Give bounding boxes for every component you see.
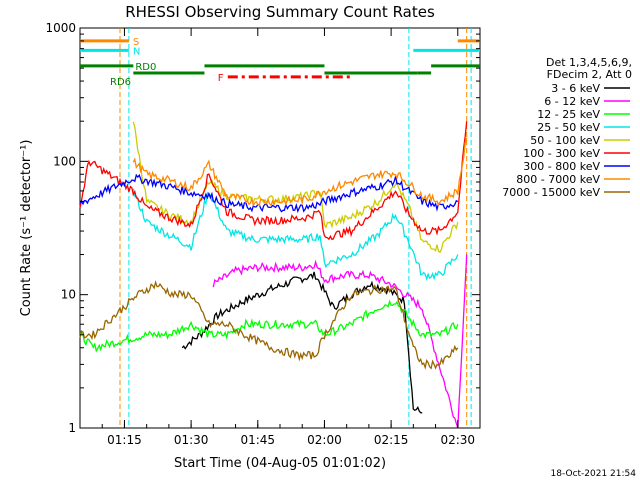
y-tick-label: 10 [61, 288, 76, 302]
x-axis: 01:15 01:30 01:45 02:00 02:15 02:30 [101, 28, 481, 447]
y-axis: 1 10 100 1000 [45, 21, 480, 435]
y-tick-label: 1 [68, 421, 76, 435]
x-tick-label: 02:15 [374, 433, 409, 447]
x-tick-label: 02:00 [307, 433, 342, 447]
mode-bar-label: N [133, 46, 140, 57]
x-axis-label: Start Time (04-Aug-05 01:01:02) [174, 456, 386, 471]
legend-label: 12 - 25 keV [537, 108, 600, 121]
legend-label: 6 - 12 keV [544, 95, 600, 108]
legend-label: 300 - 800 keV [523, 160, 600, 173]
legend-header-1: Det 1,3,4,5,6,9, [546, 56, 632, 69]
y-axis-label: Count Rate (s⁻¹ detector⁻¹) [19, 140, 34, 317]
legend-label: 25 - 50 keV [537, 121, 600, 134]
y-tick-label: 1000 [45, 21, 76, 35]
x-tick-label: 01:45 [240, 433, 275, 447]
x-tick-label: 01:30 [174, 433, 209, 447]
x-tick-label: 01:15 [107, 433, 142, 447]
legend-label: 7000 - 15000 keV [502, 186, 600, 199]
timestamp: 18-Oct-2021 21:54 [551, 469, 637, 479]
series-line [79, 173, 459, 214]
legend-label: 50 - 100 keV [530, 134, 600, 147]
series-line [132, 188, 459, 282]
legend-label: 100 - 300 keV [523, 147, 600, 160]
legend: Det 1,3,4,5,6,9, FDecim 2, Att 0 3 - 6 k… [502, 56, 632, 199]
mode-bar-label: S [133, 37, 139, 48]
series-line [212, 254, 468, 429]
chart-title: RHESSI Observing Summary Count Rates [125, 3, 435, 21]
legend-label: 3 - 6 keV [551, 82, 600, 95]
series-line [79, 279, 459, 370]
series-line [79, 121, 468, 241]
rate-decimation-label: RD0 [135, 62, 156, 73]
series-line [132, 121, 459, 253]
x-tick-label: 02:30 [440, 433, 475, 447]
rate-decimation-label: RD6 [110, 77, 131, 88]
flare-bar-label: F [218, 73, 224, 84]
series-line [132, 137, 468, 207]
y-tick-label: 100 [53, 154, 76, 168]
series-line [79, 299, 459, 353]
series-line [181, 271, 423, 414]
legend-header-2: FDecim 2, Att 0 [547, 68, 632, 81]
legend-label: 800 - 7000 keV [516, 173, 600, 186]
plot-area: SN F RD0 RD6 [79, 27, 481, 429]
